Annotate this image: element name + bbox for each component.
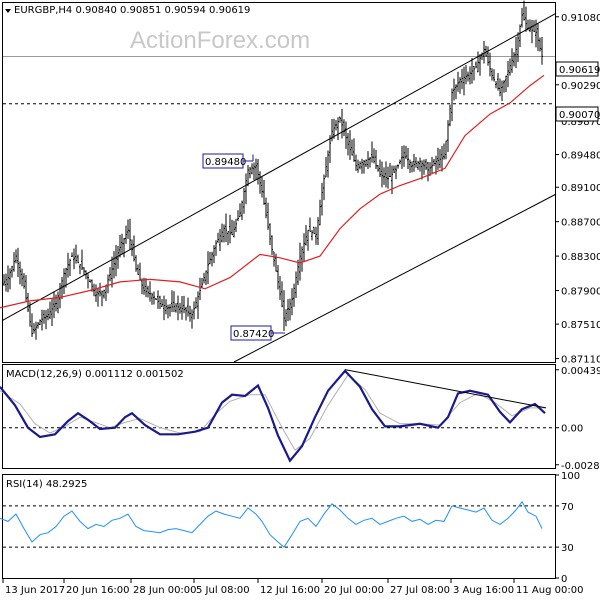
current-price-tag: 0.90619 [555,61,600,77]
price-level-lines [3,55,555,105]
rsi-axis-tick-label: 30 [561,543,574,554]
time-axis-tick-label: 28 Jun 00:00 [133,585,197,596]
annotation-high-text: 0.89480 [205,157,246,168]
time-axis-tick-label: 13 Jun 2017 [5,585,65,596]
moving-average [0,74,545,309]
price-axis-tick-label: 0.89870 [561,117,600,128]
price-axis-tick-label: 0.87900 [561,287,600,298]
rsi-axis: 100 70 30 0 [555,471,580,585]
current-price-box [555,61,599,77]
price-axis-tick-label: 0.87110 [561,355,600,366]
time-axis-tick-label: 3 Aug 16:00 [453,585,514,596]
channel-upper-line [1,12,557,322]
price-annotations: 0.89480 0.87420 [202,153,285,341]
rsi-lines [0,500,555,548]
price-axis-tick-label: 0.91080 [561,13,600,24]
macd-divergence-line [344,369,547,409]
price-axis-tick-label: 0.88700 [561,218,600,229]
macd-axis: 0.00439 0.00 -0.002805 [555,366,600,472]
price-axis-tick-label: 0.87510 [561,320,600,331]
time-axis-tick-label: 12 Jul 16:00 [260,585,320,596]
chart-header: EURGBP,H4 0.90840 0.90851 0.90594 0.9061… [14,5,250,16]
moving-average-line [0,74,545,309]
rsi-panel-frame [2,474,556,579]
rsi-axis-tick-label: 0 [561,574,567,585]
collapse-triangle-icon [5,9,11,13]
macd-line [0,369,546,463]
price-axis-tick-label: 0.88300 [561,252,600,263]
level-text: 0.90070 [559,110,600,121]
macd-lines [0,369,555,463]
rsi-line [0,500,543,548]
price-channel [1,12,557,363]
time-axis-tick-label: 20 Jul 00:00 [324,585,384,596]
time-axis: 13 Jun 2017 20 Jun 16:00 28 Jun 00:00 5 Jul… [2,579,583,596]
price-panel-frame [2,2,556,363]
macd-axis-tick-label: -0.002805 [561,461,600,472]
price-axis-tick-label: 0.89100 [561,183,600,194]
annotation-low: 0.87420 [230,325,274,341]
price-axis-tick-label: 0.90290 [561,81,600,92]
channel-lower-line [233,193,557,363]
price-axis-tick-label: 0.89480 [561,151,600,162]
watermark: ActionForex.com [130,27,310,54]
rsi-axis-tick-label: 100 [561,471,580,482]
rsi-label: RSI(14) 48.2925 [6,479,87,490]
time-axis-tick-label: 11 Aug 00:00 [516,585,583,596]
annotation-low-text: 0.87420 [233,329,274,340]
time-axis-tick-label: 20 Jun 16:00 [66,585,130,596]
annotation-high: 0.89480 [202,153,246,169]
macd-axis-tick-label: 0.00 [561,424,583,435]
level-box [555,106,599,122]
time-axis-tick-label: 5 Jul 08:00 [196,585,250,596]
time-axis-tick-label: 27 Jul 08:00 [390,585,450,596]
rsi-axis-tick-label: 70 [561,502,574,513]
price-axis: 0.91080 0.90290 0.89870 0.89480 0.89100 0.887… [555,13,600,366]
level-tag: 0.90070 [555,106,600,122]
macd-panel-frame [2,364,556,469]
macd-label: MACD(12,26,9) 0.001112 0.001502 [6,369,184,380]
current-price-text: 0.90619 [559,65,600,76]
macd-axis-tick-label: 0.00439 [561,366,600,377]
